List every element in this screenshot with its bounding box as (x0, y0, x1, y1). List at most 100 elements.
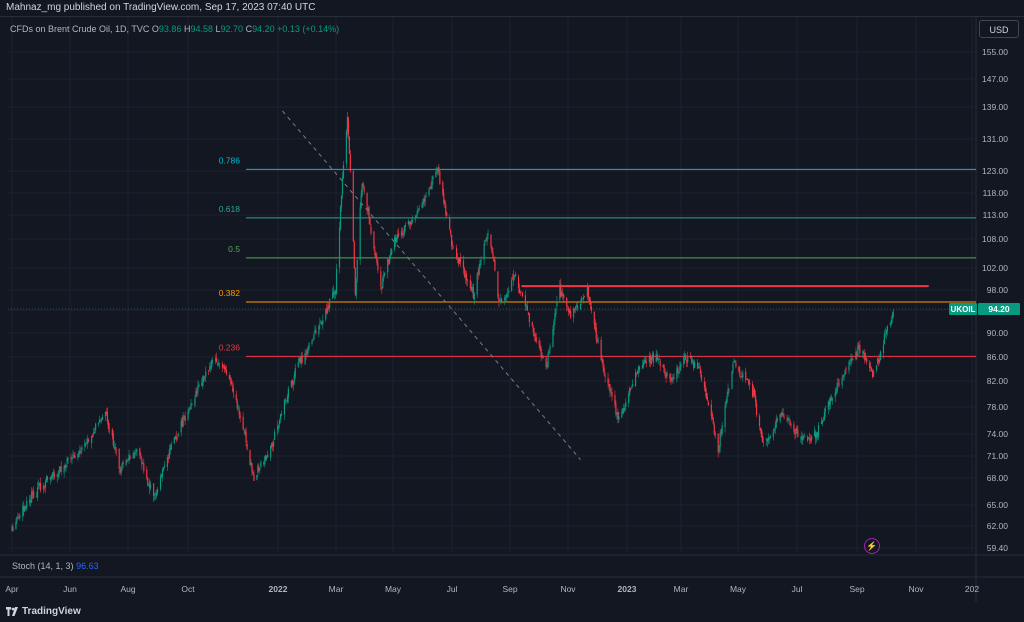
candle-body (150, 485, 152, 488)
candle-body (570, 310, 572, 318)
candle-body (649, 355, 651, 363)
candle-body (575, 304, 578, 306)
candle-body (608, 384, 610, 386)
candle-body (143, 463, 145, 472)
candle-body (604, 374, 606, 377)
last-price-box (978, 303, 1020, 315)
candle-body (387, 258, 389, 273)
candle-body (636, 370, 639, 374)
candle-body (25, 507, 27, 508)
candle-body (237, 407, 239, 409)
candle-body (712, 417, 714, 424)
candle-body (865, 356, 867, 361)
candle-body (46, 476, 49, 480)
candle-body (562, 293, 564, 296)
candle-body (369, 217, 371, 226)
candle-body (753, 389, 755, 396)
candle-body (97, 423, 100, 425)
candle-body (574, 309, 576, 310)
candle-body (772, 431, 774, 438)
fib-level-label: 0.236 (219, 342, 241, 352)
candle-body (470, 286, 472, 290)
candle-body (29, 499, 31, 503)
candle-body (742, 373, 744, 378)
candle-body (635, 373, 638, 375)
candle-body (795, 428, 797, 434)
candle-body (520, 291, 523, 293)
candle-body (279, 414, 282, 420)
publisher-bar: Mahnaz_mg published on TradingView.com, … (0, 0, 1024, 16)
candle-body (161, 470, 164, 478)
candle-body (686, 359, 688, 363)
candle-body (580, 298, 583, 303)
candle-body (139, 448, 141, 456)
candle-body (45, 477, 48, 483)
candle-body (625, 402, 627, 408)
candle-body (304, 353, 306, 365)
candle-body (264, 456, 266, 465)
candle-body (243, 429, 245, 431)
candle-body (360, 194, 362, 208)
candle-body (718, 445, 720, 452)
candle-body (711, 413, 713, 419)
candle-body (790, 424, 792, 426)
candle-body (189, 408, 191, 410)
price-tick-label: 123.00 (982, 166, 1008, 176)
candle-body (242, 416, 244, 430)
stoch-indicator-legend[interactable]: Stoch (14, 1, 3) 96.63 (12, 561, 99, 571)
candle-body (845, 368, 847, 370)
brand-name: TradingView (22, 606, 81, 617)
candle-body (494, 260, 496, 271)
candle-body (685, 354, 687, 360)
candle-body (173, 437, 175, 444)
candle-body (611, 391, 613, 397)
flash-icon[interactable]: ⚡ (864, 538, 880, 554)
candle-body (403, 226, 406, 234)
candle-body (693, 361, 696, 369)
candle-body (332, 292, 334, 299)
candle-body (614, 395, 616, 405)
candle-body (17, 517, 19, 518)
candle-body (728, 388, 730, 390)
candle-body (838, 383, 840, 385)
candle-body (67, 457, 69, 460)
candle-body (30, 500, 32, 504)
candle-body (424, 197, 426, 203)
candle-body (671, 380, 673, 382)
candle-body (57, 473, 59, 477)
fib-level-label: 0.382 (219, 288, 241, 298)
candle-body (187, 410, 189, 420)
candle-body (374, 250, 376, 256)
candle-body (457, 258, 460, 264)
candle-body (334, 292, 336, 295)
candle-body (518, 288, 521, 293)
fib-level-label: 0.786 (219, 155, 241, 165)
candle-body (476, 273, 478, 295)
candle-body (622, 408, 624, 414)
candle-body (416, 210, 418, 215)
candle-body (559, 285, 561, 300)
time-tick-label: Mar (329, 584, 344, 594)
candle-body (113, 445, 115, 447)
candle-body (837, 383, 839, 385)
currency-button[interactable]: USD (979, 20, 1019, 38)
candle-body (128, 454, 130, 461)
candle-body (760, 429, 763, 438)
candle-body (327, 306, 329, 313)
candle-body (431, 180, 433, 189)
candle-body (507, 291, 509, 293)
candle-body (878, 359, 881, 363)
candle-body (140, 457, 142, 459)
candle-body (182, 416, 184, 427)
candle-body (534, 334, 536, 337)
candle-body (65, 464, 67, 468)
candle-body (315, 331, 317, 333)
candle-body (135, 450, 137, 452)
candle-body (886, 325, 888, 332)
candle-body (487, 233, 489, 235)
candle-body (866, 358, 868, 363)
candle-body (280, 414, 283, 416)
chart-frame[interactable] (0, 16, 1024, 603)
candle-body (553, 321, 555, 330)
